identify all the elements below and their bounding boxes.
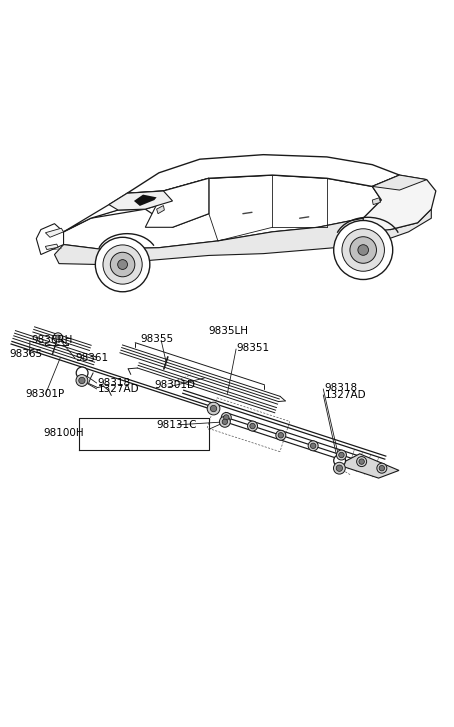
Polygon shape (338, 454, 399, 478)
Text: 9835LH: 9835LH (209, 326, 249, 336)
Polygon shape (157, 206, 164, 214)
Circle shape (207, 402, 220, 415)
Polygon shape (372, 198, 380, 204)
Text: 1327AD: 1327AD (98, 384, 139, 394)
Circle shape (95, 237, 150, 292)
Text: 98355: 98355 (141, 334, 174, 344)
Circle shape (278, 433, 284, 438)
Polygon shape (54, 209, 431, 265)
Circle shape (103, 245, 142, 284)
Circle shape (334, 220, 393, 279)
Text: 98318: 98318 (98, 377, 131, 387)
Text: 98131C: 98131C (157, 419, 197, 430)
Circle shape (79, 377, 85, 384)
Text: 98318: 98318 (325, 383, 358, 393)
Circle shape (76, 374, 88, 386)
Circle shape (210, 406, 217, 411)
Circle shape (350, 237, 376, 263)
Polygon shape (372, 175, 427, 190)
Circle shape (222, 419, 227, 425)
Polygon shape (145, 178, 209, 228)
Text: 98365: 98365 (9, 350, 42, 359)
Text: 98361: 98361 (75, 353, 108, 363)
Circle shape (336, 465, 343, 471)
Circle shape (359, 459, 365, 465)
Text: 1327AD: 1327AD (325, 390, 366, 400)
Polygon shape (127, 155, 400, 193)
Polygon shape (36, 224, 64, 254)
Polygon shape (64, 178, 209, 232)
Circle shape (336, 450, 346, 460)
Circle shape (357, 457, 367, 467)
Circle shape (308, 441, 318, 451)
Circle shape (247, 421, 257, 431)
Circle shape (276, 430, 286, 441)
Circle shape (221, 412, 231, 422)
Polygon shape (45, 244, 58, 249)
Circle shape (76, 367, 88, 379)
Polygon shape (134, 195, 157, 206)
Circle shape (358, 245, 369, 255)
Polygon shape (109, 191, 173, 210)
Text: 98301D: 98301D (154, 379, 195, 390)
Text: 98100H: 98100H (43, 427, 84, 438)
Circle shape (223, 415, 229, 420)
Circle shape (377, 463, 387, 473)
Text: 98351: 98351 (236, 342, 269, 353)
Text: 9836RH: 9836RH (32, 335, 73, 345)
Polygon shape (363, 175, 436, 232)
Circle shape (311, 443, 316, 449)
Circle shape (334, 454, 345, 467)
Circle shape (56, 335, 60, 340)
Text: 98301P: 98301P (25, 390, 64, 399)
Polygon shape (45, 228, 64, 237)
Circle shape (54, 333, 63, 342)
Circle shape (339, 452, 344, 458)
Circle shape (110, 252, 135, 277)
Circle shape (379, 465, 385, 471)
Circle shape (219, 417, 230, 427)
Circle shape (342, 229, 385, 271)
Circle shape (250, 423, 255, 429)
Polygon shape (54, 175, 381, 249)
Circle shape (334, 462, 345, 474)
Circle shape (118, 260, 128, 270)
